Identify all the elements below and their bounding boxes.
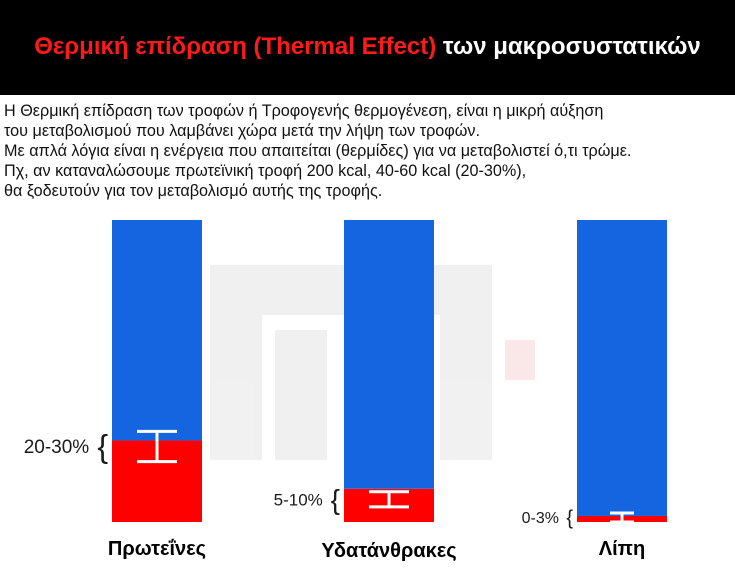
bars-layer — [112, 220, 667, 524]
remaining-segment-bar — [344, 220, 434, 489]
remaining-segment-bar — [577, 220, 667, 516]
page-title: Θερμική επίδραση (Thermal Effect) των μα… — [0, 31, 735, 63]
range-marker — [369, 490, 409, 509]
range-label: 0-3% — [522, 510, 559, 527]
range-label: 5-10% — [274, 490, 323, 509]
description-line: Πχ, αν καταναλώσουμε πρωτεϊνική τροφή 20… — [4, 162, 527, 180]
brace-symbol: { — [566, 507, 573, 529]
labels-layer: {20-30% Πρωτεΐνες {5-10% Υδατάνθρακες {0-3% Λ… — [24, 429, 646, 562]
brace-symbol: { — [97, 429, 108, 465]
description-line: του μεταβολισμού που λαμβάνει χώρα μετά … — [4, 122, 481, 140]
description: Η Θερμική επίδραση των τροφών ή Τροφογεν… — [4, 101, 732, 201]
range-marker — [137, 429, 177, 464]
title-white-part: των μακροσυστατικών — [436, 33, 701, 60]
category-label: Πρωτεΐνες — [108, 538, 206, 560]
remaining-segment-bar — [112, 220, 202, 441]
description-line: Με απλά λόγια είναι η ενέργεια που απαιτ… — [4, 142, 632, 160]
title-banner — [0, 0, 735, 95]
description-line: θα ξοδευτούν για τον μεταβολισμό αυτής τ… — [4, 182, 383, 200]
range-marker — [610, 511, 634, 524]
category-label: Λίπη — [599, 538, 645, 560]
range-label: 20-30% — [24, 437, 90, 458]
title-red-part: Θερμική επίδραση (Thermal Effect) — [34, 33, 437, 60]
brace-symbol: { — [331, 484, 340, 515]
description-line: Η Θερμική επίδραση των τροφών ή Τροφογεν… — [4, 102, 604, 120]
category-label: Υδατάνθρακες — [321, 540, 456, 562]
